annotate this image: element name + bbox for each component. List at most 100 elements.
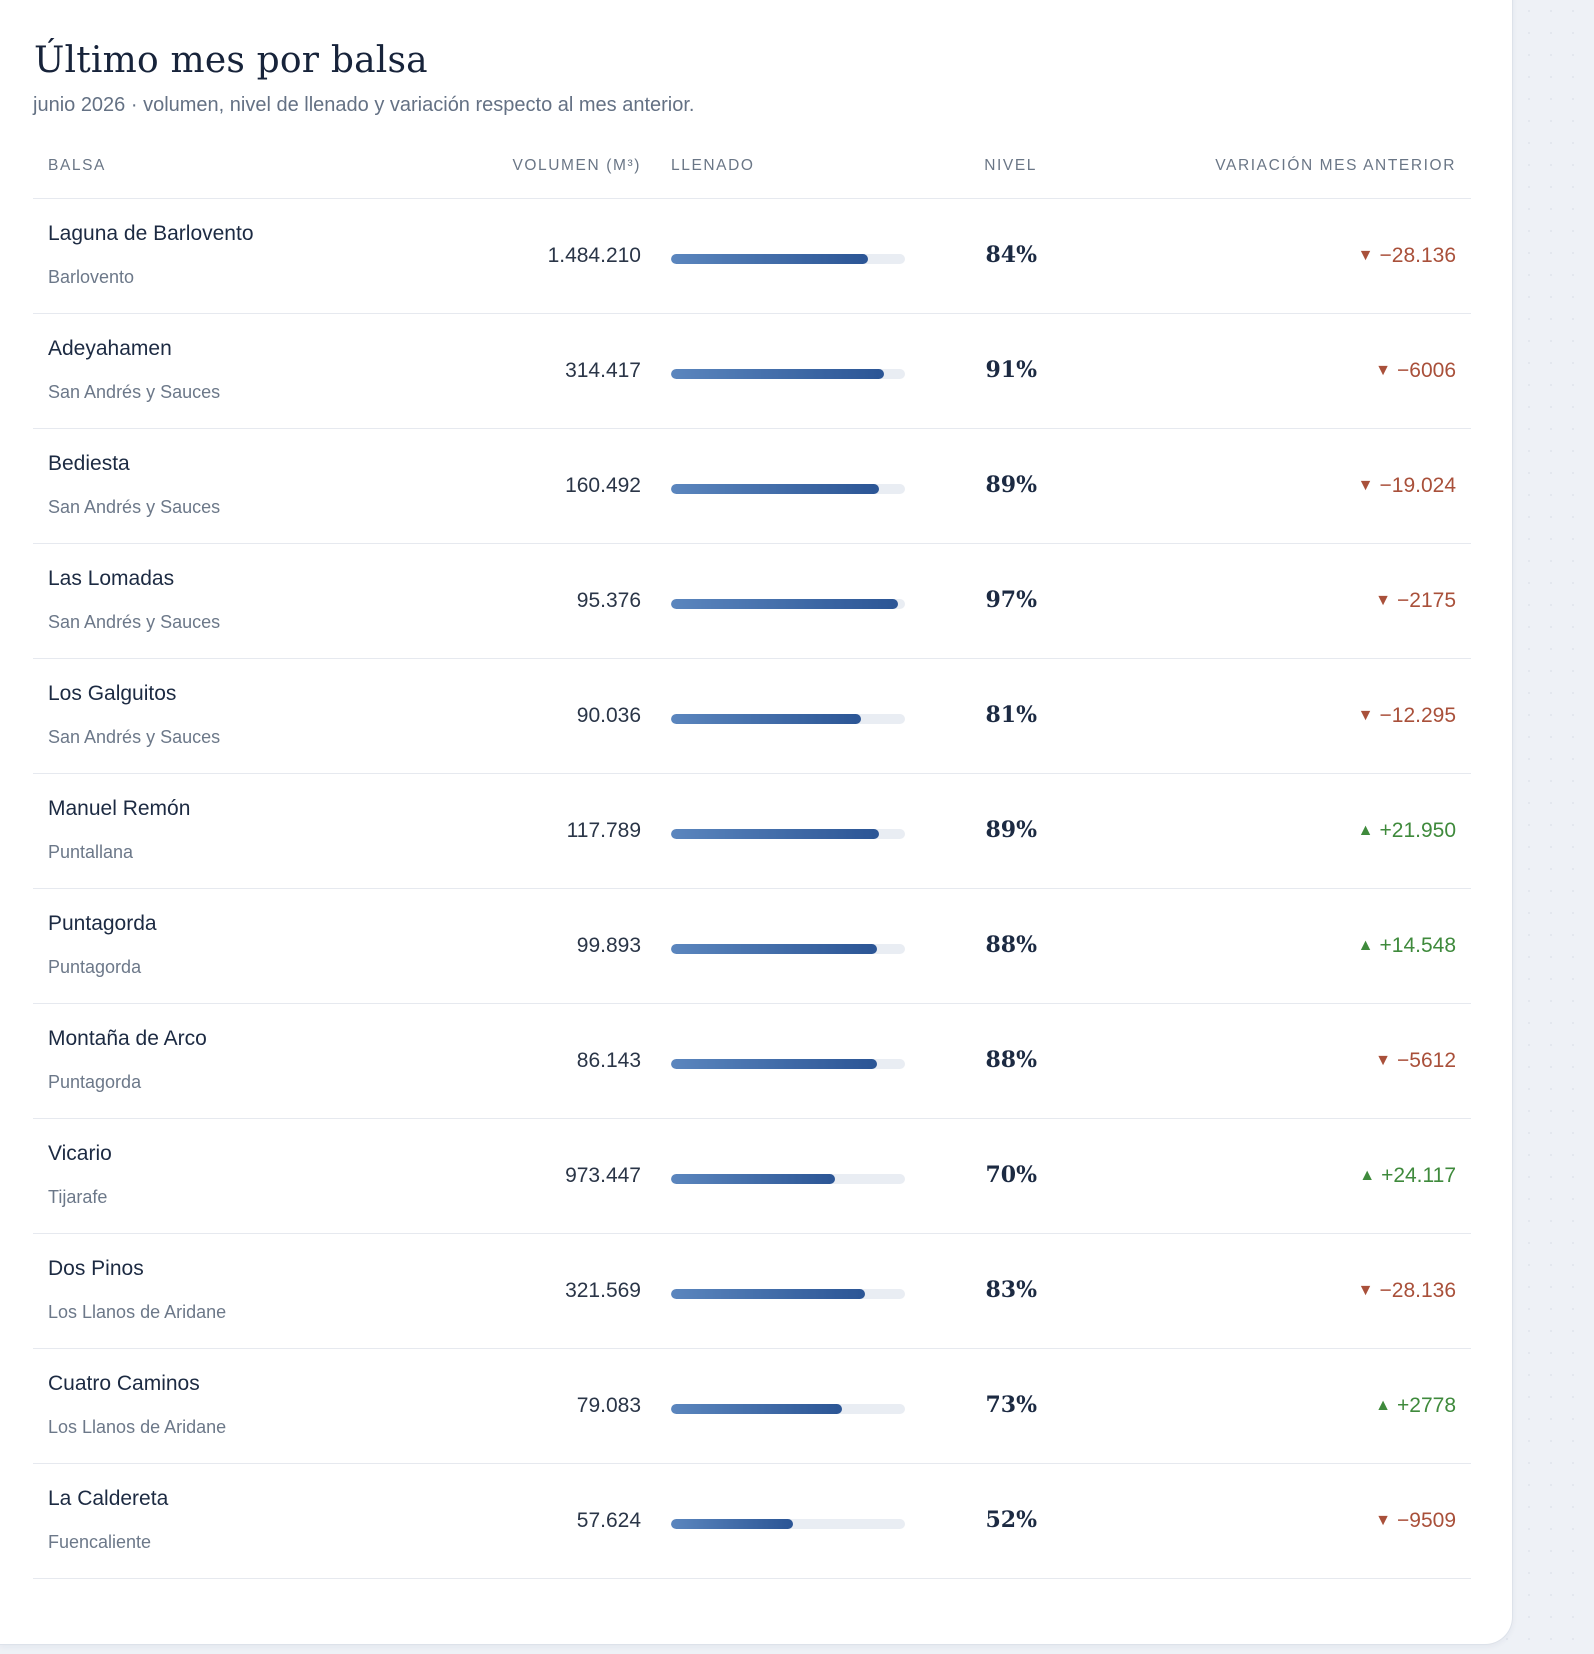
table-header: BALSA VOLUMEN (M³) LLENADO NIVEL VARIACI… <box>33 148 1471 199</box>
volume-value: 79.083 <box>576 1394 641 1417</box>
level-value: 88% <box>985 1047 1037 1073</box>
reservoir-name: Bediesta <box>48 452 130 475</box>
reservoir-name: Manuel Remón <box>48 797 191 820</box>
fill-bar <box>671 254 868 264</box>
reservoir-name: Vicario <box>48 1142 112 1165</box>
reservoir-table-card: Último mes por balsa junio 2026 · volume… <box>0 0 1513 1645</box>
column-header-nivel: NIVEL <box>984 157 1037 174</box>
fill-bar-track <box>671 599 905 609</box>
municipality-name: Puntallana <box>48 842 134 862</box>
variation-amount: −6006 <box>1397 359 1456 382</box>
reservoir-name: Cuatro Caminos <box>48 1372 200 1395</box>
reservoir-name: Los Galguitos <box>48 682 177 705</box>
volume-value: 160.492 <box>565 474 641 497</box>
fill-bar-track <box>671 714 905 724</box>
municipality-name: San Andrés y Sauces <box>48 382 221 402</box>
fill-bar <box>671 829 880 839</box>
table-row: La Caldereta Fuencaliente 57.624 52% ▼ −9509 <box>33 1464 1471 1579</box>
fill-bar-track <box>671 944 905 954</box>
variation-amount: +24.117 <box>1381 1164 1456 1187</box>
volume-value: 99.893 <box>576 934 641 957</box>
municipality-name: San Andrés y Sauces <box>48 497 221 517</box>
municipality-name: Los Llanos de Aridane <box>48 1302 227 1322</box>
triangle-up-icon: ▲ <box>1357 822 1374 839</box>
municipality-name: Tijarafe <box>48 1187 108 1207</box>
variation-value: ▲ +2778 <box>1375 1394 1456 1418</box>
variation-amount: −5612 <box>1397 1049 1456 1072</box>
fill-bar <box>671 944 877 954</box>
variation-amount: −12.295 <box>1379 704 1457 727</box>
table-row: Cuatro Caminos Los Llanos de Aridane 79.08… <box>33 1349 1471 1464</box>
fill-bar <box>671 1174 835 1184</box>
column-header-llenado: LLENADO <box>671 157 755 174</box>
table-row: Dos Pinos Los Llanos de Aridane 321.569 83%… <box>33 1234 1471 1349</box>
level-value: 88% <box>985 932 1037 958</box>
volume-value: 95.376 <box>576 589 641 612</box>
fill-bar <box>671 484 880 494</box>
volume-value: 973.447 <box>565 1164 641 1187</box>
volume-value: 90.036 <box>576 704 641 727</box>
municipality-name: Barlovento <box>48 267 135 287</box>
fill-bar <box>671 1289 866 1299</box>
triangle-down-icon: ▼ <box>1357 707 1374 724</box>
variation-amount: +14.548 <box>1379 934 1457 957</box>
page-subtitle: junio 2026 · volumen, nivel de llenado y… <box>33 94 695 116</box>
level-value: 91% <box>985 357 1037 383</box>
table-row: Montaña de Arco Puntagorda 86.143 88% ▼ −5612 <box>33 1004 1471 1119</box>
variation-amount: −19.024 <box>1379 474 1457 497</box>
fill-bar-track <box>671 1519 905 1529</box>
fill-bar-track <box>671 829 905 839</box>
variation-amount: −9509 <box>1397 1509 1456 1532</box>
table-row: Manuel Remón Puntallana 117.789 89% ▲ +21.950 <box>33 774 1471 889</box>
triangle-up-icon: ▲ <box>1375 1397 1392 1414</box>
variation-value: ▼ −9509 <box>1375 1509 1456 1533</box>
variation-value: ▲ +21.950 <box>1358 819 1456 843</box>
variation-value: ▲ +24.117 <box>1359 1164 1456 1188</box>
municipality-name: San Andrés y Sauces <box>48 727 221 747</box>
variation-amount: −28.136 <box>1379 1279 1457 1302</box>
variation-amount: +2778 <box>1397 1394 1456 1417</box>
triangle-down-icon: ▼ <box>1375 1512 1392 1529</box>
fill-bar-track <box>671 1174 905 1184</box>
variation-amount: −2175 <box>1397 589 1456 612</box>
triangle-down-icon: ▼ <box>1357 477 1374 494</box>
fill-bar-track <box>671 369 905 379</box>
fill-bar <box>671 1059 877 1069</box>
triangle-down-icon: ▼ <box>1375 1052 1392 1069</box>
triangle-up-icon: ▲ <box>1359 1167 1376 1184</box>
variation-value: ▼ −28.136 <box>1358 1279 1456 1303</box>
variation-value: ▼ −6006 <box>1375 359 1456 383</box>
level-value: 83% <box>985 1277 1037 1303</box>
fill-bar <box>671 714 861 724</box>
fill-bar <box>671 369 884 379</box>
table-body: Laguna de Barlovento Barlovento 1.484.210 8… <box>33 199 1471 1579</box>
fill-bar-track <box>671 1059 905 1069</box>
reservoir-name: Montaña de Arco <box>48 1027 207 1050</box>
volume-value: 117.789 <box>566 819 641 842</box>
level-value: 84% <box>985 242 1037 268</box>
table-row: Laguna de Barlovento Barlovento 1.484.210 8… <box>33 199 1471 314</box>
variation-value: ▼ −12.295 <box>1358 704 1456 728</box>
municipality-name: Fuencaliente <box>48 1532 152 1552</box>
triangle-down-icon: ▼ <box>1357 247 1374 264</box>
variation-amount: −28.136 <box>1379 244 1457 267</box>
table-row: Las Lomadas San Andrés y Sauces 95.376 97% ▼… <box>33 544 1471 659</box>
volume-value: 314.417 <box>565 359 641 382</box>
page-title: Último mes por balsa <box>34 40 428 81</box>
fill-bar-track <box>671 484 905 494</box>
municipality-name: San Andrés y Sauces <box>48 612 221 632</box>
level-value: 97% <box>985 587 1037 613</box>
column-header-balsa: BALSA <box>48 157 106 174</box>
reservoir-name: Dos Pinos <box>48 1257 144 1280</box>
table-row: Puntagorda Puntagorda 99.893 88% ▲ +14.548 <box>33 889 1471 1004</box>
volume-value: 1.484.210 <box>547 244 641 267</box>
variation-value: ▼ −5612 <box>1375 1049 1456 1073</box>
municipality-name: Puntagorda <box>48 1072 142 1092</box>
table-row: Adeyahamen San Andrés y Sauces 314.417 91% ▼… <box>33 314 1471 429</box>
triangle-down-icon: ▼ <box>1357 1282 1374 1299</box>
level-value: 70% <box>985 1162 1037 1188</box>
column-header-volumen: VOLUMEN (M³) <box>512 157 641 174</box>
variation-value: ▼ −28.136 <box>1358 244 1456 268</box>
reservoir-name: Adeyahamen <box>48 337 172 360</box>
level-value: 81% <box>985 702 1037 728</box>
